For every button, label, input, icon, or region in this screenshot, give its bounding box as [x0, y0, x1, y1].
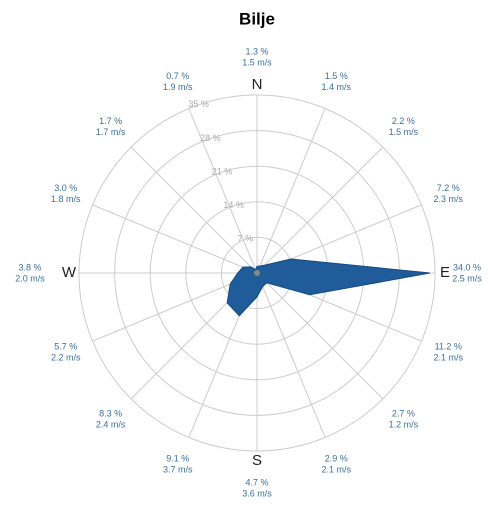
- spoke: [130, 146, 258, 274]
- frequency-label: 34.0 %: [453, 262, 481, 272]
- frequency-label: 11.2 %: [435, 342, 462, 352]
- speed-label: 2.0 m/s: [15, 273, 45, 283]
- r-tick-label: 35 %: [188, 99, 209, 109]
- chart-title: Bilje: [239, 9, 275, 28]
- center: [254, 270, 260, 276]
- speed-label: 1.9 m/s: [163, 82, 193, 92]
- rose-area: [226, 258, 431, 317]
- spoke: [256, 272, 384, 400]
- frequency-label: 2.2 %: [392, 116, 415, 126]
- speed-label: 2.1 m/s: [433, 353, 463, 363]
- frequency-label: 3.8 %: [18, 262, 41, 272]
- r-tick-label: 14 %: [223, 200, 244, 210]
- speed-label: 1.2 m/s: [389, 420, 419, 430]
- r-tick-label: 21 %: [212, 166, 233, 176]
- direction-label: S: [252, 452, 262, 469]
- spoke: [256, 108, 326, 274]
- frequency-label: 1.5 %: [325, 71, 348, 81]
- frequency-label: 4.7 %: [245, 477, 268, 487]
- spoke: [92, 272, 258, 342]
- frequency-label: 5.7 %: [54, 342, 77, 352]
- frequency-label: 2.9 %: [325, 454, 348, 464]
- speed-label: 1.4 m/s: [321, 82, 351, 92]
- speed-label: 1.8 m/s: [51, 194, 81, 204]
- frequency-label: 1.7 %: [99, 116, 122, 126]
- frequency-label: 3.0 %: [54, 183, 77, 193]
- r-tick-label: 7 %: [238, 234, 254, 244]
- speed-label: 2.2 m/s: [51, 353, 81, 363]
- spoke: [256, 146, 384, 274]
- frequency-label: 1.3 %: [245, 46, 268, 56]
- r-tick-label: 28 %: [200, 133, 221, 143]
- direction-label: N: [252, 76, 263, 93]
- spoke: [256, 272, 326, 438]
- speed-label: 3.7 m/s: [163, 465, 193, 475]
- speed-label: 2.4 m/s: [96, 420, 126, 430]
- speed-label: 1.5 m/s: [242, 57, 272, 67]
- frequency-label: 9.1 %: [166, 454, 189, 464]
- speed-label: 1.7 m/s: [96, 127, 126, 137]
- direction-label: E: [440, 264, 450, 281]
- speed-label: 1.5 m/s: [389, 127, 419, 137]
- speed-label: 2.3 m/s: [433, 194, 463, 204]
- frequency-label: 8.3 %: [99, 409, 122, 419]
- spoke: [188, 108, 258, 274]
- speed-label: 2.1 m/s: [321, 465, 351, 475]
- direction-label: W: [62, 264, 77, 281]
- frequency-label: 7.2 %: [437, 183, 460, 193]
- frequency-label: 2.7 %: [392, 409, 415, 419]
- speed-label: 3.6 m/s: [242, 488, 272, 498]
- speed-label: 2.5 m/s: [452, 273, 482, 283]
- spoke: [92, 204, 258, 274]
- frequency-label: 0.7 %: [166, 71, 189, 81]
